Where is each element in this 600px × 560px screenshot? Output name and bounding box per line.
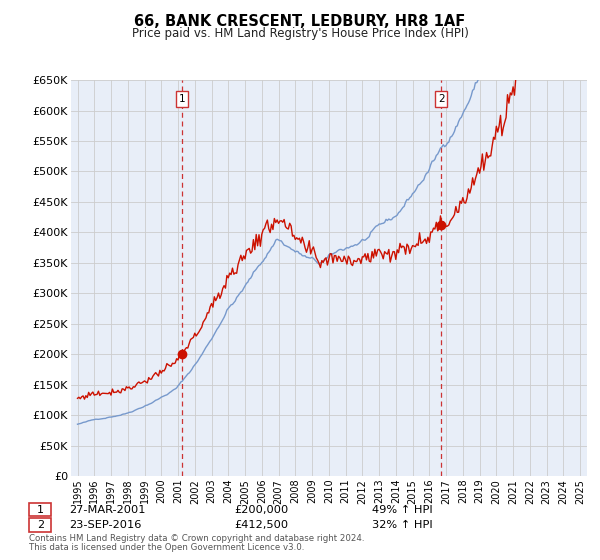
Text: 66, BANK CRESCENT, LEDBURY, HR8 1AF: 66, BANK CRESCENT, LEDBURY, HR8 1AF — [134, 14, 466, 29]
FancyBboxPatch shape — [29, 518, 51, 531]
Text: 49% ↑ HPI: 49% ↑ HPI — [372, 505, 433, 515]
Text: Contains HM Land Registry data © Crown copyright and database right 2024.: Contains HM Land Registry data © Crown c… — [29, 534, 364, 543]
FancyBboxPatch shape — [29, 503, 51, 516]
Text: 23-SEP-2016: 23-SEP-2016 — [69, 520, 142, 530]
Text: 1: 1 — [178, 94, 185, 104]
Text: Price paid vs. HM Land Registry's House Price Index (HPI): Price paid vs. HM Land Registry's House … — [131, 27, 469, 40]
Text: 32% ↑ HPI: 32% ↑ HPI — [372, 520, 433, 530]
Text: £412,500: £412,500 — [234, 520, 288, 530]
Text: £200,000: £200,000 — [234, 505, 288, 515]
Text: 27-MAR-2001: 27-MAR-2001 — [69, 505, 146, 515]
Text: 2: 2 — [37, 520, 44, 530]
Text: 2: 2 — [438, 94, 445, 104]
Text: This data is licensed under the Open Government Licence v3.0.: This data is licensed under the Open Gov… — [29, 543, 304, 552]
Text: 1: 1 — [37, 505, 44, 515]
